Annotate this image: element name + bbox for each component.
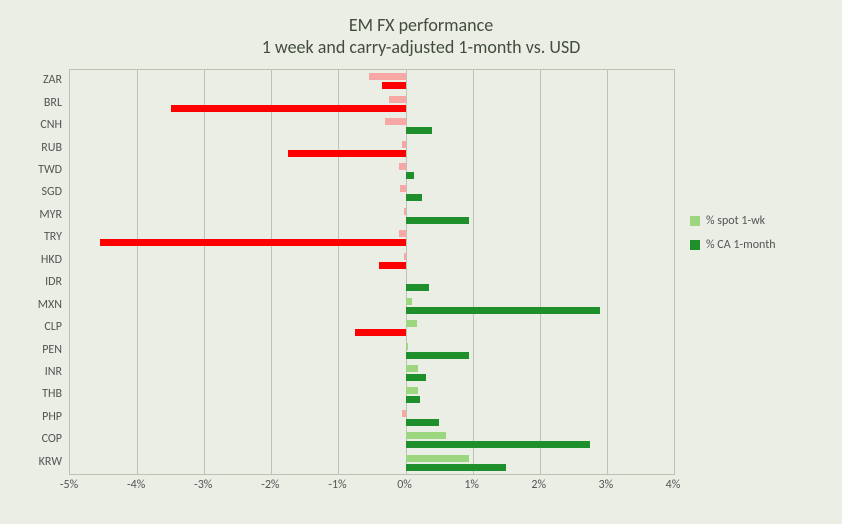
fx-chart: EM FX performance 1 week and carry-adjus… xyxy=(4,4,838,520)
bar-spot-1wk xyxy=(406,298,413,305)
bar-spot-1wk xyxy=(399,230,406,237)
x-tick-label: -5% xyxy=(60,478,78,492)
chart-title-line2: 1 week and carry-adjusted 1-month vs. US… xyxy=(262,36,581,58)
bar-ca-1month xyxy=(355,329,405,336)
bar-spot-1wk xyxy=(406,455,470,462)
y-category-label: CNH xyxy=(4,118,62,132)
bar-ca-1month xyxy=(406,172,414,179)
legend-swatch-ca-1month xyxy=(690,240,700,250)
bar-ca-1month xyxy=(406,307,601,314)
bar-spot-1wk xyxy=(385,118,405,125)
bar-ca-1month xyxy=(406,464,507,471)
x-tick-label: 3% xyxy=(599,478,614,492)
y-category-label: CLP xyxy=(4,320,62,334)
x-tick-label: 0% xyxy=(397,478,412,492)
gridline xyxy=(540,70,541,474)
y-category-label: PEN xyxy=(4,343,62,357)
y-category-label: MYR xyxy=(4,208,62,222)
bar-ca-1month xyxy=(406,352,470,359)
y-category-label: INR xyxy=(4,365,62,379)
y-category-label: MXN xyxy=(4,298,62,312)
y-category-label: PHP xyxy=(4,410,62,424)
y-category-label: TRY xyxy=(4,230,62,244)
bar-spot-1wk xyxy=(406,365,418,372)
y-category-label: IDR xyxy=(4,275,62,289)
y-category-label: KRW xyxy=(4,455,62,469)
x-tick-label: -2% xyxy=(261,478,279,492)
gridline xyxy=(204,70,205,474)
gridline xyxy=(338,70,339,474)
legend-item-spot-1wk: % spot 1-wk xyxy=(690,214,776,228)
x-tick-label: 4% xyxy=(666,478,681,492)
x-tick-label: 1% xyxy=(464,478,479,492)
y-category-label: ZAR xyxy=(4,73,62,87)
legend-label-spot-1wk: % spot 1-wk xyxy=(706,214,765,228)
bar-ca-1month xyxy=(406,217,470,224)
bar-spot-1wk xyxy=(406,343,409,350)
bar-spot-1wk xyxy=(402,141,405,148)
gridline xyxy=(137,70,138,474)
bar-ca-1month xyxy=(379,262,406,269)
bar-ca-1month xyxy=(406,396,421,403)
x-tick-label: -3% xyxy=(194,478,212,492)
bar-spot-1wk xyxy=(402,410,405,417)
plot-area xyxy=(69,69,675,475)
bar-spot-1wk xyxy=(404,208,406,215)
bar-ca-1month xyxy=(382,82,405,89)
y-category-label: HKD xyxy=(4,253,62,267)
y-category-label: COP xyxy=(4,432,62,446)
bar-ca-1month xyxy=(171,105,406,112)
chart-title-line1: EM FX performance xyxy=(349,14,493,36)
bar-ca-1month xyxy=(406,441,591,448)
y-category-label: SGD xyxy=(4,185,62,199)
y-category-label: TWD xyxy=(4,163,62,177)
gridline xyxy=(473,70,474,474)
bar-ca-1month xyxy=(288,150,405,157)
bar-ca-1month xyxy=(406,419,440,426)
gridline xyxy=(607,70,608,474)
bar-spot-1wk xyxy=(389,96,406,103)
bar-spot-1wk xyxy=(406,320,417,327)
bar-spot-1wk xyxy=(369,73,406,80)
y-category-label: RUB xyxy=(4,141,62,155)
bar-spot-1wk xyxy=(399,163,406,170)
y-category-label: BRL xyxy=(4,96,62,110)
bar-ca-1month xyxy=(406,284,429,291)
legend-label-ca-1month: % CA 1-month xyxy=(706,238,776,252)
bar-ca-1month xyxy=(100,239,405,246)
legend-swatch-spot-1wk xyxy=(690,216,700,226)
legend-item-ca-1month: % CA 1-month xyxy=(690,238,776,252)
x-tick-label: -4% xyxy=(127,478,145,492)
legend: % spot 1-wk % CA 1-month xyxy=(690,204,776,262)
bar-ca-1month xyxy=(406,127,433,134)
y-category-label: THB xyxy=(4,387,62,401)
bar-ca-1month xyxy=(406,374,426,381)
x-tick-label: -1% xyxy=(328,478,346,492)
bar-spot-1wk xyxy=(404,253,405,260)
gridline xyxy=(271,70,272,474)
x-tick-label: 2% xyxy=(531,478,546,492)
bar-ca-1month xyxy=(406,194,423,201)
bar-spot-1wk xyxy=(406,387,418,394)
bar-spot-1wk xyxy=(406,432,446,439)
bar-spot-1wk xyxy=(400,185,405,192)
chart-title: EM FX performance 1 week and carry-adjus… xyxy=(4,14,838,58)
